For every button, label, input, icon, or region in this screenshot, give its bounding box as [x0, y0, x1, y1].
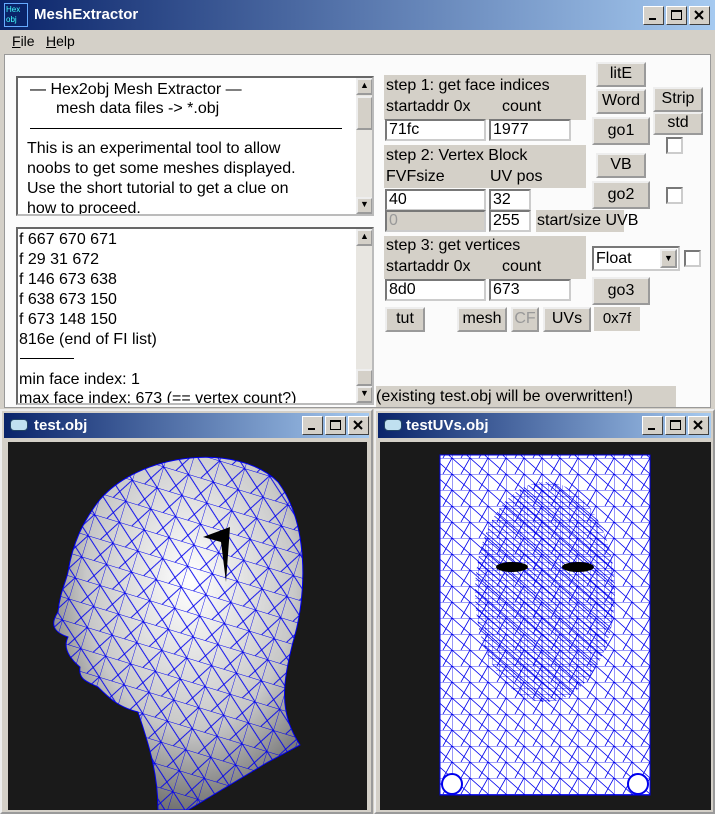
- startaddr-label: startaddr 0x: [386, 98, 471, 115]
- uvs-button[interactable]: UVs: [543, 307, 591, 332]
- info-line: noobs to get some meshes displayed.: [27, 160, 296, 177]
- menu-bar: File Help: [0, 30, 715, 52]
- strip-button[interactable]: Strip: [653, 87, 703, 112]
- uvb-start-input: 0: [385, 210, 486, 232]
- fvfsize-input[interactable]: 40: [385, 189, 486, 211]
- format-select[interactable]: Float ▼: [592, 246, 680, 271]
- icon-text: Hex: [6, 5, 21, 14]
- info-heading: — Hex2obj Mesh Extractor —: [30, 81, 242, 98]
- scrollbar[interactable]: ▲ ▼: [356, 78, 372, 214]
- format-value: Float: [596, 250, 632, 267]
- go1-button[interactable]: go1: [592, 117, 650, 145]
- separator: [30, 128, 342, 129]
- uvpos-label: UV pos: [490, 168, 543, 185]
- scroll-thumb[interactable]: [356, 96, 372, 130]
- fvf-label: FVFsize: [386, 168, 445, 185]
- menu-help[interactable]: Help: [46, 33, 75, 49]
- checkbox[interactable]: [666, 187, 683, 204]
- close-button[interactable]: [688, 416, 709, 435]
- step3-label-box: step 3: get vertices startaddr 0x count: [384, 236, 586, 279]
- step1-startaddr-input[interactable]: 71fc: [385, 119, 486, 141]
- separator: [20, 358, 74, 359]
- info-line: how to proceed.: [27, 200, 141, 216]
- close-button[interactable]: [348, 416, 369, 435]
- mesh-view: [8, 442, 367, 810]
- maximize-button[interactable]: [325, 416, 346, 435]
- tut-button[interactable]: tut: [385, 307, 425, 332]
- lite-button[interactable]: litE: [596, 62, 646, 87]
- step2-label: step 2: Vertex Block: [386, 147, 528, 164]
- log-line: f 638 673 150: [19, 291, 117, 308]
- info-line: Use the short tutorial to get a clue on: [27, 180, 289, 197]
- viewer-window: testUVs.obj: [374, 409, 715, 814]
- uvpos-input[interactable]: 32: [489, 189, 531, 211]
- uvb-label: start/size UVB: [536, 210, 638, 232]
- viewer-title: testUVs.obj: [406, 417, 489, 434]
- info-textbox[interactable]: — Hex2obj Mesh Extractor — mesh data fil…: [16, 76, 374, 216]
- scroll-up[interactable]: ▲: [356, 78, 372, 95]
- title-bar: Hex obj MeshExtractor: [0, 0, 715, 30]
- note-label: (existing test.obj will be overwritten!): [376, 386, 676, 407]
- scroll-down[interactable]: ▼: [356, 197, 372, 214]
- log-line: f 146 673 638: [19, 271, 117, 288]
- scroll-thumb[interactable]: [356, 369, 372, 386]
- log-line: f 29 31 672: [19, 251, 100, 268]
- step1-label-box: step 1: get face indices startaddr 0x co…: [384, 75, 586, 120]
- close-button[interactable]: [689, 6, 710, 25]
- status-label: 0x7f: [594, 307, 640, 331]
- scrollbar[interactable]: ▲ ▼: [356, 229, 372, 403]
- minimize-button[interactable]: [643, 6, 664, 25]
- maximize-button[interactable]: [665, 416, 686, 435]
- uvb-size-input[interactable]: 255: [489, 210, 531, 232]
- step3-label: step 3: get vertices: [386, 237, 521, 254]
- info-subheading: mesh data files -> *.obj: [56, 100, 220, 117]
- step3-startaddr-input[interactable]: 8d0: [385, 279, 486, 301]
- app-icon: Hex obj: [4, 3, 28, 27]
- word-button[interactable]: Word: [596, 89, 646, 114]
- count-label: count: [502, 258, 542, 275]
- info-line: This is an experimental tool to allow: [27, 140, 281, 157]
- go3-button[interactable]: go3: [592, 277, 650, 305]
- startaddr-label: startaddr 0x: [386, 258, 471, 275]
- log-line: f 667 670 671: [19, 231, 117, 248]
- cf-button: CF: [511, 307, 539, 332]
- log-textbox[interactable]: f 667 670 671 f 29 31 672 f 146 673 638 …: [16, 227, 374, 405]
- uv-view: [380, 442, 711, 810]
- vb-button[interactable]: VB: [596, 153, 646, 178]
- scroll-up[interactable]: ▲: [356, 229, 372, 246]
- scroll-down[interactable]: ▼: [356, 386, 372, 403]
- go2-button[interactable]: go2: [592, 181, 650, 209]
- checkbox[interactable]: [684, 250, 701, 267]
- viewer-icon: [384, 419, 402, 431]
- viewer-title-bar: test.obj: [4, 413, 369, 438]
- log-line: min face index: 1: [19, 371, 140, 388]
- log-line: max face index: 673 (== vertex count?): [19, 390, 297, 405]
- count-label: count: [502, 98, 542, 115]
- checkbox[interactable]: [666, 137, 683, 154]
- dropdown-arrow[interactable]: ▼: [660, 249, 677, 268]
- menu-file[interactable]: File: [12, 33, 35, 49]
- step1-label: step 1: get face indices: [386, 77, 550, 94]
- log-line: f 673 148 150: [19, 311, 117, 328]
- minimize-button[interactable]: [642, 416, 663, 435]
- step3-count-input[interactable]: 673: [489, 279, 571, 301]
- minimize-button[interactable]: [302, 416, 323, 435]
- viewer-icon: [10, 419, 28, 431]
- log-line: 816e (end of FI list): [19, 331, 157, 348]
- viewer-title-bar: testUVs.obj: [378, 413, 711, 438]
- window-title: MeshExtractor: [34, 6, 139, 23]
- mesh-button[interactable]: mesh: [457, 307, 507, 332]
- icon-text: obj: [6, 15, 17, 24]
- step2-label-box: step 2: Vertex Block FVFsize UV pos: [384, 145, 586, 188]
- std-button[interactable]: std: [653, 112, 703, 135]
- viewer-title: test.obj: [34, 417, 88, 434]
- viewer-window: test.obj: [0, 409, 373, 814]
- step1-count-input[interactable]: 1977: [489, 119, 571, 141]
- maximize-button[interactable]: [666, 6, 687, 25]
